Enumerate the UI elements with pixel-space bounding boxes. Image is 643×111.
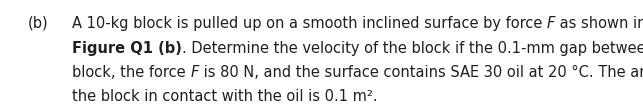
Text: is 80 N, and the surface contains SAE 30 oil at 20 °C. The area of: is 80 N, and the surface contains SAE 30… bbox=[199, 65, 643, 80]
Text: A 10-kg block is pulled up on a smooth inclined surface by force: A 10-kg block is pulled up on a smooth i… bbox=[72, 16, 547, 31]
Text: block, the force: block, the force bbox=[72, 65, 190, 80]
Text: . Determine the velocity of the block if the 0.1-mm gap between the: . Determine the velocity of the block if… bbox=[182, 41, 643, 56]
Text: F: F bbox=[547, 16, 556, 31]
Text: F: F bbox=[190, 65, 199, 80]
Text: the block in contact with the oil is 0.1 m².: the block in contact with the oil is 0.1… bbox=[72, 89, 377, 104]
Text: Figure Q1 (b): Figure Q1 (b) bbox=[72, 41, 182, 56]
Text: as shown in: as shown in bbox=[556, 16, 643, 31]
Text: (b): (b) bbox=[28, 16, 49, 31]
